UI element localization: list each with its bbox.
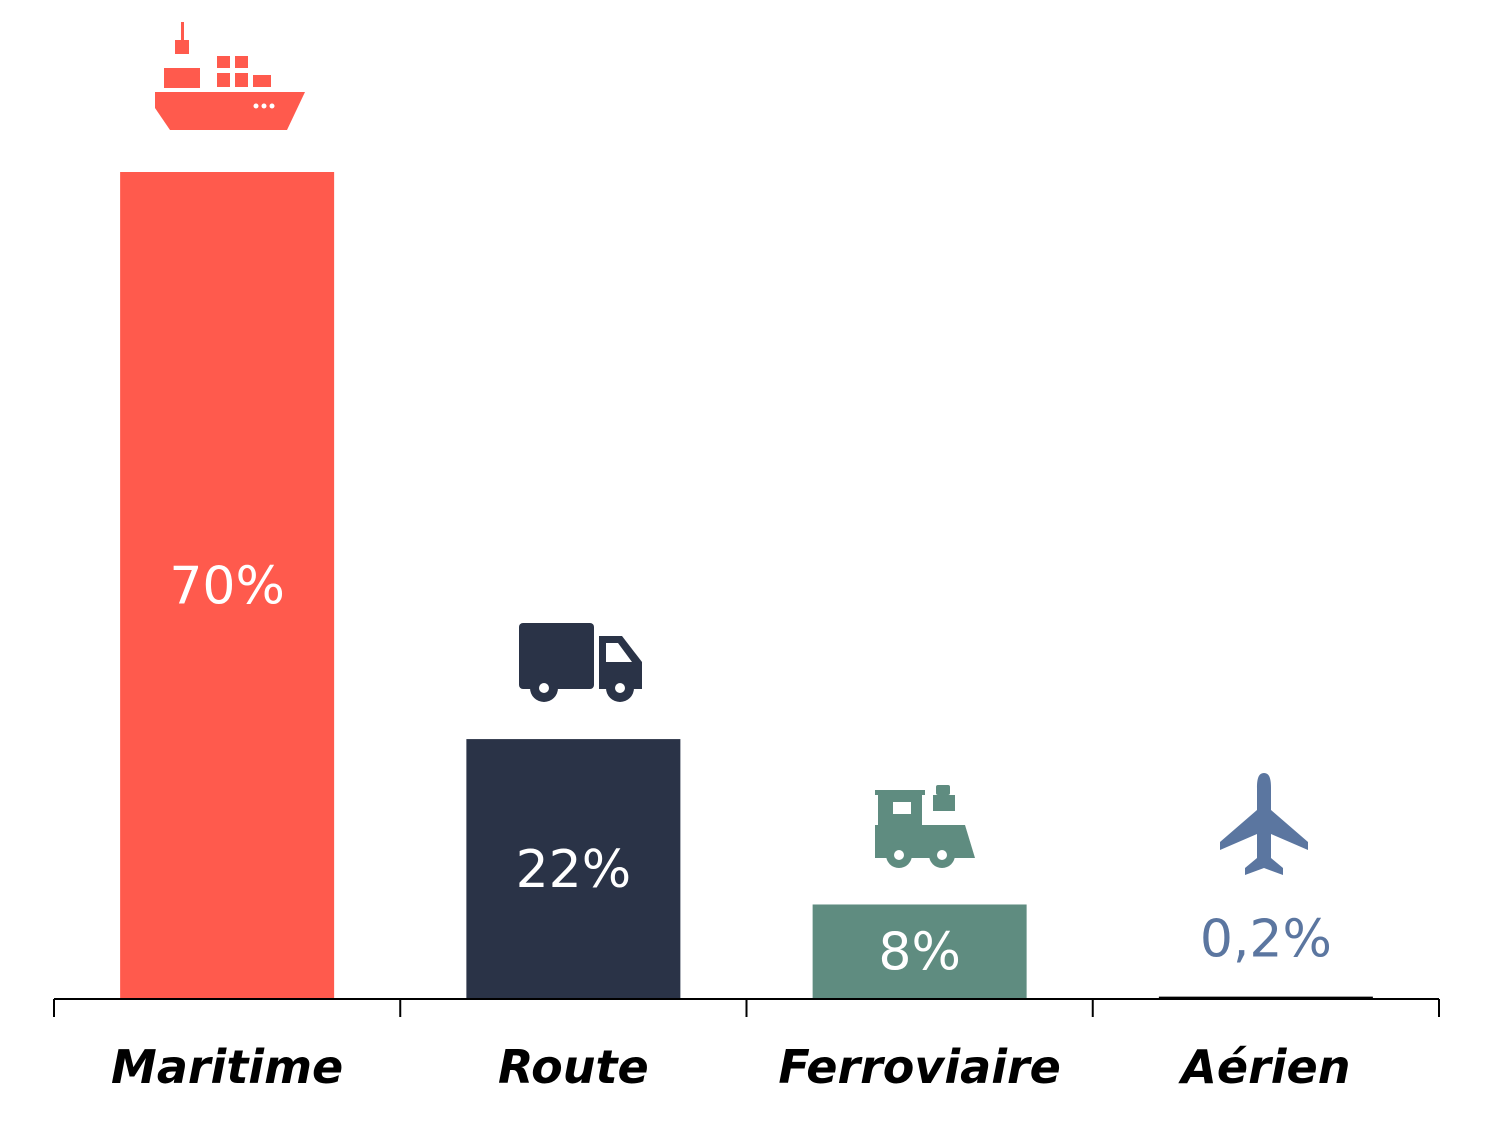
- ship-icon: [155, 22, 305, 130]
- value-label-ferroviaire: 8%: [878, 923, 961, 983]
- x-axis-ticks: [53, 999, 1440, 1017]
- train-icon: [875, 785, 975, 868]
- value-label-route: 22%: [516, 840, 632, 900]
- airplane-icon: [1220, 773, 1308, 875]
- category-label-aerien: Aérien: [1178, 1040, 1350, 1094]
- category-label-route: Route: [498, 1040, 649, 1094]
- bars-group: [120, 172, 1373, 999]
- truck-icon: [519, 623, 642, 702]
- bar-maritime: [120, 172, 335, 999]
- bar-ferroviaire: [812, 904, 1027, 999]
- value-label-aerien: 0,2%: [1200, 910, 1332, 970]
- value-labels-group: 70% 22% 8% 0,2%: [169, 557, 1332, 983]
- category-label-maritime: Maritime: [111, 1040, 343, 1094]
- bar-route: [466, 739, 681, 999]
- value-label-maritime: 70%: [169, 557, 285, 617]
- category-label-ferroviaire: Ferroviaire: [778, 1040, 1060, 1094]
- category-labels-group: Maritime Route Ferroviaire Aérien: [111, 1040, 1350, 1094]
- bar-aerien: [1158, 996, 1373, 999]
